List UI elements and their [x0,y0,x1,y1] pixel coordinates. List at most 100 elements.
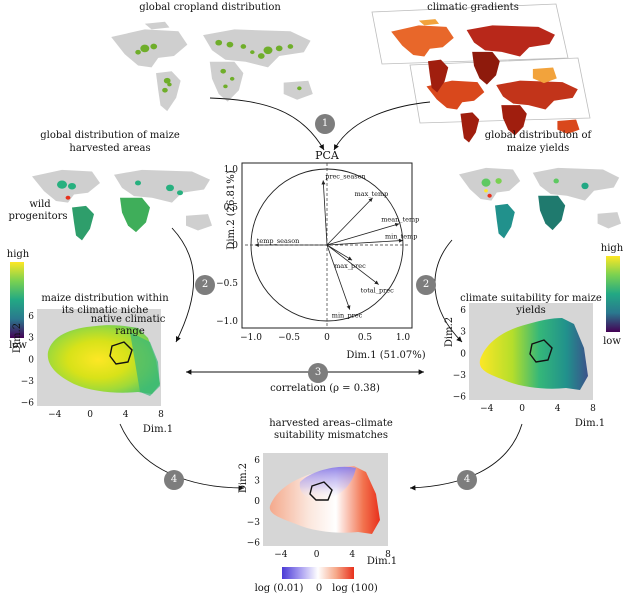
right-niche-title-2: yields [516,305,546,316]
bottom-niche-ytick: −6 [247,539,261,549]
left-niche-ytick: 6 [28,312,34,322]
pca-vector-max-prec [326,244,353,261]
pca-vector-max-temp [326,197,373,246]
right-niche-xtick: −4 [480,404,494,414]
bottom-legend-low: log (0.01) [254,583,304,594]
step-circles [164,114,477,490]
pca-ytick: 0 [232,241,238,251]
pca-xtick: 0 [324,333,330,343]
left-niche-ytick: −6 [21,398,35,408]
right-niche-ytick: −6 [453,392,467,402]
pca-label-max-prec: max_prec [334,262,366,270]
bottom-niche-xlabel: Dim.1 [366,556,398,567]
step-2-right: 2 [422,279,430,290]
right-niche-xlabel: Dim.1 [574,418,606,429]
right-niche-xtick: 4 [555,404,561,414]
pca-label-temp-season: temp_season [257,237,300,245]
left-niche-xtick: 0 [87,410,93,420]
left-niche-xtick: 4 [123,410,129,420]
pca-label-mean-temp: mean_temp [381,216,419,224]
right-niche-ytick: 3 [460,328,466,338]
climatic-title: climatic gradients [427,2,519,13]
right-niche-title-1: climate suitability for maize [460,293,602,304]
harvested-title-1: global distribution of maize [40,130,180,141]
left-legend-bar [10,262,24,338]
step-2-left: 2 [201,279,209,290]
left-niche-ytick: −3 [21,377,35,387]
right-niche-xtick: 8 [590,404,596,414]
pca-label-total-prec: total_prec [361,287,394,295]
step-4-right: 4 [463,474,471,485]
bottom-niche-xtick: 8 [385,550,391,560]
step-1: 1 [321,118,329,129]
bottom-niche-xtick: 0 [314,550,320,560]
pca-label-prec-season: prec_season [325,172,366,180]
left-niche-xtick: −4 [48,410,62,420]
left-niche-ylabel: Dim.2 [12,322,23,354]
maize-harvested-map [32,169,212,241]
left-niche-ytick: 3 [28,334,34,344]
left-legend-high: high [6,249,30,260]
step-3: 3 [314,367,322,378]
bottom-niche-ytick: 3 [254,477,260,487]
bottom-niche-ytick: 6 [254,456,260,466]
pca-xtick: 1.0 [396,333,411,343]
right-niche-ytick: 0 [460,349,466,359]
wild-progenitors-1: wild [29,199,51,210]
climatic-gradient-layers [371,3,591,143]
harvested-title-2: harvested areas [69,143,151,154]
right-niche-cloud [479,318,588,390]
pca-ylabel: Dim.2 (26.81%) [226,170,237,250]
bottom-legend-high: log (100) [332,583,378,594]
pca-vector-total-prec [326,244,379,285]
left-niche-xtick: 8 [158,410,164,420]
right-niche-ylabel: Dim.2 [444,316,455,348]
left-niche-title-2: its climatic niche [61,305,149,316]
bottom-legend-bar [282,567,354,579]
pca-xtick: −1.0 [240,333,262,343]
pca-xtick: −0.5 [278,333,300,343]
pca-ytick: 0.5 [224,203,239,213]
right-legend-low: low [603,336,621,347]
bottom-niche-ytick: −3 [247,518,261,528]
right-legend-bar [606,256,620,332]
right-niche-ytick: −3 [453,371,467,381]
yields-title-1: global distribution of [484,130,592,141]
bottom-legend-mid: 0 [315,583,323,594]
pca-label-min-temp: min_temp [385,232,417,240]
left-niche-title-1: maize distribution within [41,293,169,304]
yields-title-2: maize yields [506,143,570,154]
bottom-niche-ylabel: Dim.2 [238,462,249,494]
left-legend-low: low [9,340,27,351]
native-range-1: native climatic [90,314,166,325]
pca-ytick: 1.0 [224,165,239,175]
bottom-niche-xtick: 4 [349,550,355,560]
right-legend-high: high [600,243,624,254]
bottom-niche-ytick: 0 [254,497,260,507]
left-niche-xlabel: Dim.1 [142,424,174,435]
right-niche-xtick: 0 [519,404,525,414]
bottom-niche-cloud [269,466,380,534]
bottom-niche-xtick: −4 [274,550,288,560]
cropland-map [111,21,313,112]
maize-yields-map [459,167,621,239]
right-niche-ytick: 6 [460,306,466,316]
left-niche-cloud [47,325,160,396]
pca-label-max-temp: max_temp [355,190,389,198]
pca-ytick: −0.5 [216,279,238,289]
cropland-title: global cropland distribution [139,2,281,13]
bottom-niche-title-2: suitability mismatches [274,430,388,441]
bottom-niche-title-1: harvested areas–climate [269,418,393,429]
pca-title: PCA [315,149,339,162]
pca-plot: prec_season max_temp mean_temp min_temp max_… [216,163,419,343]
pca-xtick: 0.5 [358,333,373,343]
pca-xlabel: Dim.1 (51.07%) [346,350,426,361]
pca-vector-prec-season [321,180,328,246]
pca-label-min-prec: min_prec [332,312,363,320]
native-range-2: range [115,326,145,337]
pca-vector-mean-temp [326,222,400,246]
left-niche-ytick: 0 [28,355,34,365]
pca-ytick: −1.0 [216,317,238,327]
